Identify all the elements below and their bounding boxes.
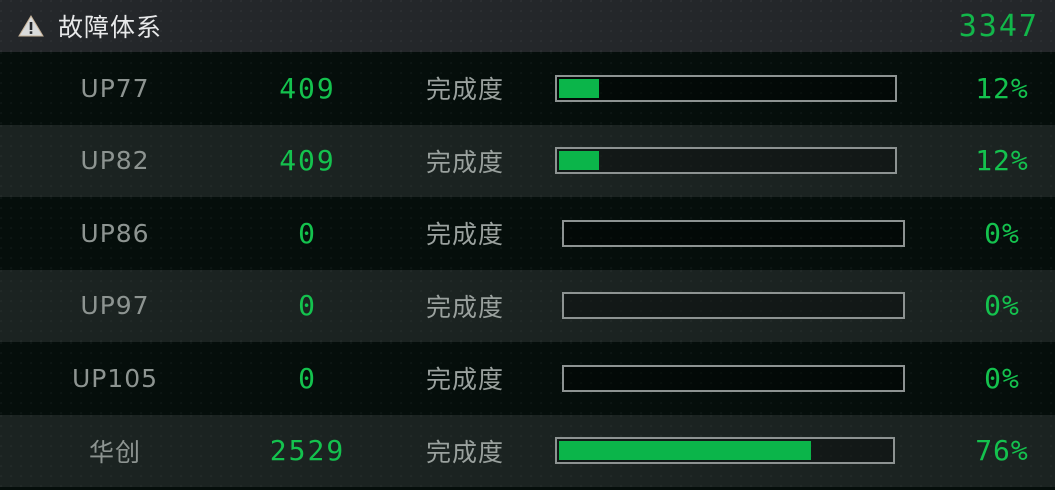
row-completion-caption: 完成度 (425, 220, 504, 250)
panel-header: 故障体系 3347 (0, 0, 1055, 52)
row-value: 409 (279, 144, 336, 178)
header-total-count: 3347 (958, 8, 1039, 44)
row-progress-cell (545, 219, 949, 247)
progress-bar-fill (559, 78, 600, 98)
row-label: 华创 (88, 437, 141, 467)
row-label: UP105 (71, 363, 159, 393)
row-completion-caption: 完成度 (425, 75, 504, 105)
table-row: UP77 409 完成度 12% (0, 52, 1055, 125)
fault-row-list: UP77 409 完成度 12% UP82 409 完成度 12% UP86 0 完成度 0% UP97… (0, 52, 1055, 490)
row-progress-cell (545, 147, 949, 175)
table-row: UP86 0 完成度 0% (0, 197, 1055, 270)
row-completion-caption: 完成度 (425, 437, 504, 467)
row-completion-caption: 完成度 (425, 292, 504, 322)
table-row: UP82 409 完成度 12% (0, 124, 1055, 197)
table-row: UP97 0 完成度 0% (0, 269, 1055, 342)
progress-bar-track[interactable] (562, 292, 905, 320)
progress-bar-track[interactable] (555, 147, 897, 175)
row-percent-label: 12% (975, 144, 1029, 178)
progress-bar-track[interactable] (555, 437, 895, 465)
row-percent-label: 0% (984, 361, 1020, 395)
row-value: 0 (298, 361, 317, 395)
table-row: 华创 2529 完成度 76% (0, 414, 1055, 487)
row-percent-label: 12% (975, 71, 1029, 105)
row-label: UP97 (80, 291, 150, 321)
row-label: UP77 (80, 73, 150, 103)
row-percent-label: 76% (975, 434, 1029, 468)
row-percent-label: 0% (984, 216, 1020, 250)
row-value: 0 (298, 289, 317, 323)
row-completion-caption: 完成度 (425, 365, 504, 395)
row-progress-cell (545, 74, 949, 102)
table-row: UP105 0 完成度 0% (0, 342, 1055, 415)
progress-bar-fill (559, 441, 812, 461)
row-progress-cell (545, 364, 949, 392)
progress-bar-fill (559, 151, 600, 171)
page-title: 故障体系 (58, 13, 163, 42)
row-progress-cell (545, 437, 949, 465)
row-value: 2529 (269, 434, 346, 468)
row-label: UP86 (80, 218, 150, 248)
row-label: UP82 (80, 146, 150, 176)
row-value: 409 (279, 71, 336, 105)
row-value: 0 (298, 216, 317, 250)
row-progress-cell (545, 292, 949, 320)
progress-bar-track[interactable] (562, 364, 905, 392)
row-completion-caption: 完成度 (425, 147, 504, 177)
progress-bar-track[interactable] (562, 219, 905, 247)
row-percent-label: 0% (984, 289, 1020, 323)
progress-bar-track[interactable] (555, 74, 897, 102)
warning-triangle-icon (18, 15, 44, 37)
